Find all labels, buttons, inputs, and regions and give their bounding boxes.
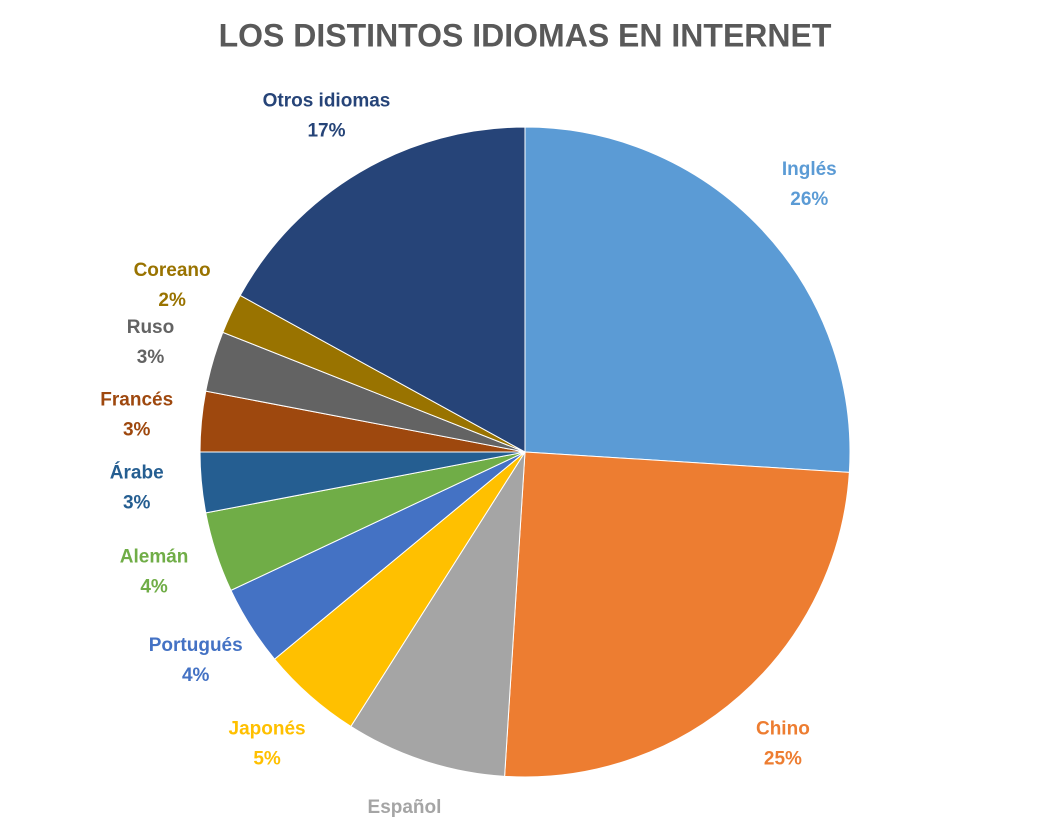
slice-value-label: 26% bbox=[790, 189, 828, 210]
slice-label: Árabe bbox=[110, 462, 164, 484]
slice-value-label: 4% bbox=[140, 577, 168, 598]
slice-label: Ruso bbox=[127, 317, 175, 338]
slice-label: Otros idiomas bbox=[263, 90, 391, 111]
slice-label: Alemán bbox=[120, 547, 189, 568]
slice-label: Japonés bbox=[229, 719, 306, 740]
slice-label: Inglés bbox=[782, 159, 837, 180]
slice-value-label: 2% bbox=[158, 290, 186, 311]
slice-label: Coreano bbox=[134, 260, 211, 281]
slice bbox=[239, 126, 526, 453]
slice-label: Francés bbox=[100, 389, 173, 410]
slice-value-label: 17% bbox=[307, 120, 345, 141]
slice-label: Portugués bbox=[149, 635, 243, 656]
slice bbox=[524, 126, 851, 473]
slice-label: Español bbox=[368, 797, 442, 818]
slice-value-label: 3% bbox=[137, 347, 165, 368]
slice bbox=[350, 451, 526, 777]
slice-value-label: 3% bbox=[123, 493, 151, 514]
chart-title: LOS DISTINTOS IDIOMAS EN INTERNET bbox=[219, 17, 832, 53]
slice-value-label: 3% bbox=[123, 419, 151, 440]
slice-label: Chino bbox=[756, 719, 810, 740]
slice-value-label: 4% bbox=[182, 665, 210, 686]
slice-value-label: 25% bbox=[764, 749, 802, 770]
slice bbox=[504, 451, 850, 778]
slice-value-label: 5% bbox=[253, 749, 281, 770]
